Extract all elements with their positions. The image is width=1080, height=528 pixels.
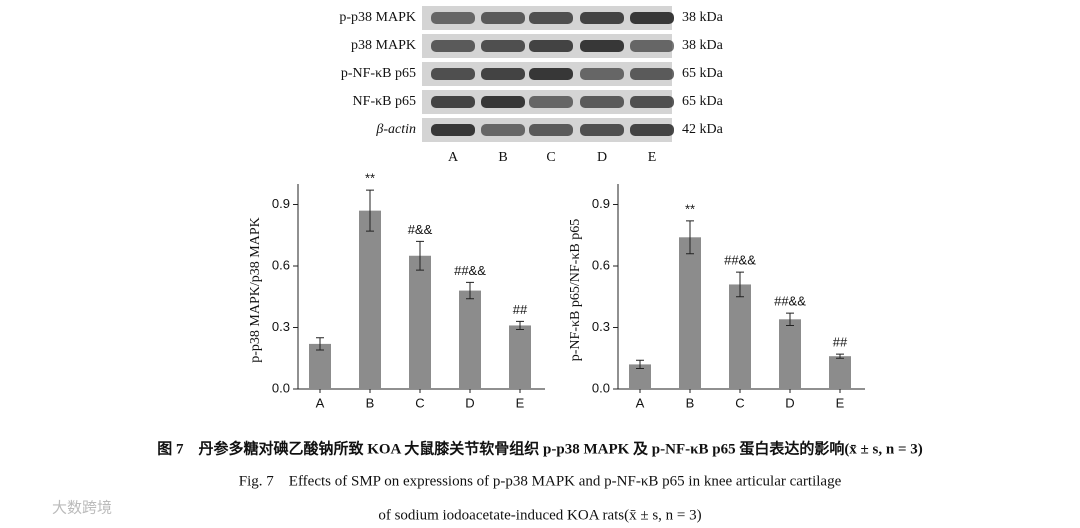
blot-band: [481, 124, 525, 136]
caption-en: Fig. 7 Effects of SMP on expressions of …: [239, 473, 842, 489]
annotation: #&&: [408, 222, 433, 237]
bar: [629, 364, 651, 389]
blot-band: [580, 96, 624, 108]
bar: [459, 290, 481, 389]
error-bar: [516, 320, 524, 331]
blot-band: [630, 124, 674, 136]
error-bar: [786, 312, 794, 326]
error-bar: [366, 189, 374, 232]
bar: [509, 325, 531, 389]
lane-label: E: [648, 150, 657, 165]
lane-label: A: [448, 150, 459, 165]
size-label: 42 kDa: [682, 122, 724, 137]
x-tick-label: A: [636, 395, 645, 410]
blot-band: [481, 68, 525, 80]
annotation: ##&&: [724, 253, 756, 268]
protein-label: NF-κB p65: [353, 94, 416, 109]
y-axis-label: p-NF-κB p65/NF-κB p65: [568, 219, 583, 361]
blot-band: [431, 124, 475, 136]
blot-band: [529, 96, 573, 108]
error-bar: [636, 359, 644, 369]
y-tick-label: 0.0: [592, 380, 610, 395]
caption-en: of sodium iodoacetate-induced KOA rats(x…: [378, 507, 701, 523]
x-tick-label: B: [366, 395, 375, 410]
annotation: **: [685, 201, 695, 216]
bar: [729, 284, 751, 389]
blot-band: [431, 68, 475, 80]
size-label: 65 kDa: [682, 94, 724, 109]
x-tick-label: C: [735, 395, 744, 410]
blot-band: [481, 96, 525, 108]
blot-band: [630, 12, 674, 24]
caption-cn: 图 7 丹参多糖对碘乙酸钠所致 KOA 大鼠膝关节软骨组织 p-p38 MAPK…: [157, 439, 923, 457]
bar: [409, 255, 431, 389]
protein-label: p38 MAPK: [351, 38, 416, 53]
error-bar: [416, 240, 424, 271]
blot-band: [529, 124, 573, 136]
y-tick-label: 0.3: [272, 319, 290, 334]
y-tick-label: 0.3: [592, 319, 610, 334]
y-tick-label: 0.9: [592, 196, 610, 211]
lane-label: B: [498, 150, 507, 165]
x-tick-label: E: [516, 395, 525, 410]
annotation: ##: [833, 335, 848, 350]
y-tick-label: 0.9: [272, 196, 290, 211]
y-tick-label: 0.0: [272, 380, 290, 395]
protein-label: p-NF-κB p65: [341, 66, 416, 81]
size-label: 38 kDa: [682, 10, 724, 25]
blot-band: [580, 40, 624, 52]
blot-band: [529, 68, 573, 80]
bar: [679, 237, 701, 389]
blot-band: [580, 124, 624, 136]
protein-label: β-actin: [375, 122, 416, 137]
blot-band: [481, 40, 525, 52]
blot-band: [431, 12, 475, 24]
y-axis-label: p-p38 MAPK/p38 MAPK: [248, 217, 263, 362]
blot-band: [580, 68, 624, 80]
annotation: ##: [513, 302, 528, 317]
bar: [829, 356, 851, 389]
error-bar: [736, 271, 744, 298]
blot-band: [431, 96, 475, 108]
x-tick-label: C: [415, 395, 424, 410]
watermark: 大数跨境: [52, 499, 112, 517]
error-bar: [466, 281, 474, 300]
blot-band: [630, 96, 674, 108]
blot-band: [481, 12, 525, 24]
protein-label: p-p38 MAPK: [339, 10, 416, 25]
lane-label: D: [597, 150, 607, 165]
bar: [779, 319, 801, 389]
size-label: 65 kDa: [682, 66, 724, 81]
blot-band: [630, 68, 674, 80]
error-bar: [836, 353, 844, 359]
blot-band: [529, 40, 573, 52]
blot-band: [431, 40, 475, 52]
error-bar: [686, 220, 694, 255]
y-tick-label: 0.6: [272, 257, 290, 272]
bar: [309, 343, 331, 389]
annotation: **: [365, 171, 375, 186]
blot-band: [630, 40, 674, 52]
blot-band: [580, 12, 624, 24]
x-tick-label: A: [316, 395, 325, 410]
lane-label: C: [546, 150, 555, 165]
size-label: 38 kDa: [682, 38, 724, 53]
x-tick-label: D: [785, 395, 794, 410]
x-tick-label: B: [686, 395, 695, 410]
bar: [359, 210, 381, 389]
y-tick-label: 0.6: [592, 257, 610, 272]
blot-band: [529, 12, 573, 24]
annotation: ##&&: [774, 294, 806, 309]
annotation: ##&&: [454, 263, 486, 278]
x-tick-label: D: [465, 395, 474, 410]
x-tick-label: E: [836, 395, 845, 410]
error-bar: [316, 337, 324, 351]
